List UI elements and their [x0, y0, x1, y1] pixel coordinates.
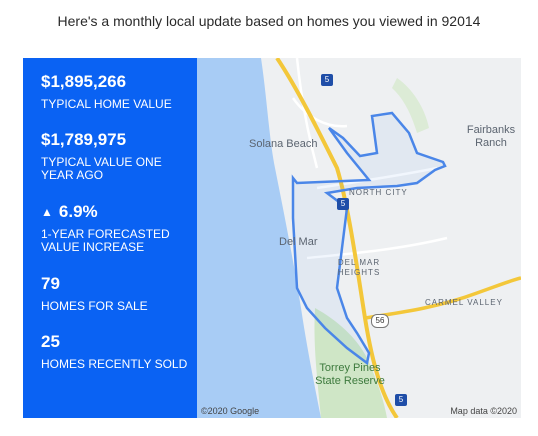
highway-56-shield-icon: 56	[371, 314, 389, 328]
typical-value-label: TYPICAL HOME VALUE	[41, 97, 172, 111]
last-year-value: $1,789,975	[41, 130, 127, 149]
homes-for-sale-count: 79	[41, 274, 60, 293]
forecast-value: 6.9%	[58, 202, 98, 221]
interstate-5-shield-icon: 5	[321, 74, 333, 86]
zip-boundary	[291, 111, 447, 366]
interstate-5-shield-icon: 5	[395, 394, 407, 406]
update-heading: Here's a monthly local update based on h…	[57, 13, 481, 29]
map-label-fairbanks-ranch: Fairbanks Ranch	[466, 124, 516, 149]
typical-value-stat: $1,895,266 TYPICAL HOME VALUE	[41, 72, 191, 111]
highway-56	[364, 276, 521, 320]
interstate-5	[275, 58, 399, 418]
homes-for-sale-label: HOMES FOR SALE	[41, 299, 148, 313]
home-value-card: $1,895,266 TYPICAL HOME VALUE $1,789,975…	[23, 58, 521, 418]
homes-sold-stat: 25 HOMES RECENTLY SOLD	[41, 332, 191, 371]
forecast-stat: ▲ 6.9% 1-YEAR FORECASTED VALUE INCREASE	[41, 202, 191, 254]
homes-for-sale-stat: 79 HOMES FOR SALE	[41, 274, 191, 313]
map-label-solana-beach: Solana Beach	[249, 138, 318, 150]
map-data-credit: Map data ©2020	[450, 406, 517, 416]
typical-value: $1,895,266	[41, 72, 127, 91]
ocean-water	[197, 58, 321, 418]
interstate-5-shield-icon: 5	[337, 198, 349, 210]
map-label-torrey-pines: Torrey Pines State Reserve	[315, 362, 385, 387]
map-credit-google: ©2020 Google	[201, 406, 260, 416]
up-arrow-icon: ▲	[41, 205, 53, 219]
area-map[interactable]: Solana Beach Fairbanks Ranch Del Mar DEL…	[197, 58, 521, 418]
homes-sold-label: HOMES RECENTLY SOLD	[41, 357, 188, 371]
last-year-value-label: TYPICAL VALUE ONE YEAR AGO	[41, 155, 162, 182]
map-graphic	[197, 58, 521, 418]
forecast-label: 1-YEAR FORECASTED VALUE INCREASE	[41, 227, 170, 254]
map-label-north-city: NORTH CITY	[349, 188, 408, 197]
stats-panel: $1,895,266 TYPICAL HOME VALUE $1,789,975…	[23, 58, 197, 418]
last-year-value-stat: $1,789,975 TYPICAL VALUE ONE YEAR AGO	[41, 130, 191, 182]
map-label-del-mar: Del Mar	[279, 236, 318, 248]
map-label-del-mar-heights: DEL MAR HEIGHTS	[337, 258, 381, 277]
map-label-carmel-valley: CARMEL VALLEY	[425, 298, 503, 307]
homes-sold-count: 25	[41, 332, 60, 351]
